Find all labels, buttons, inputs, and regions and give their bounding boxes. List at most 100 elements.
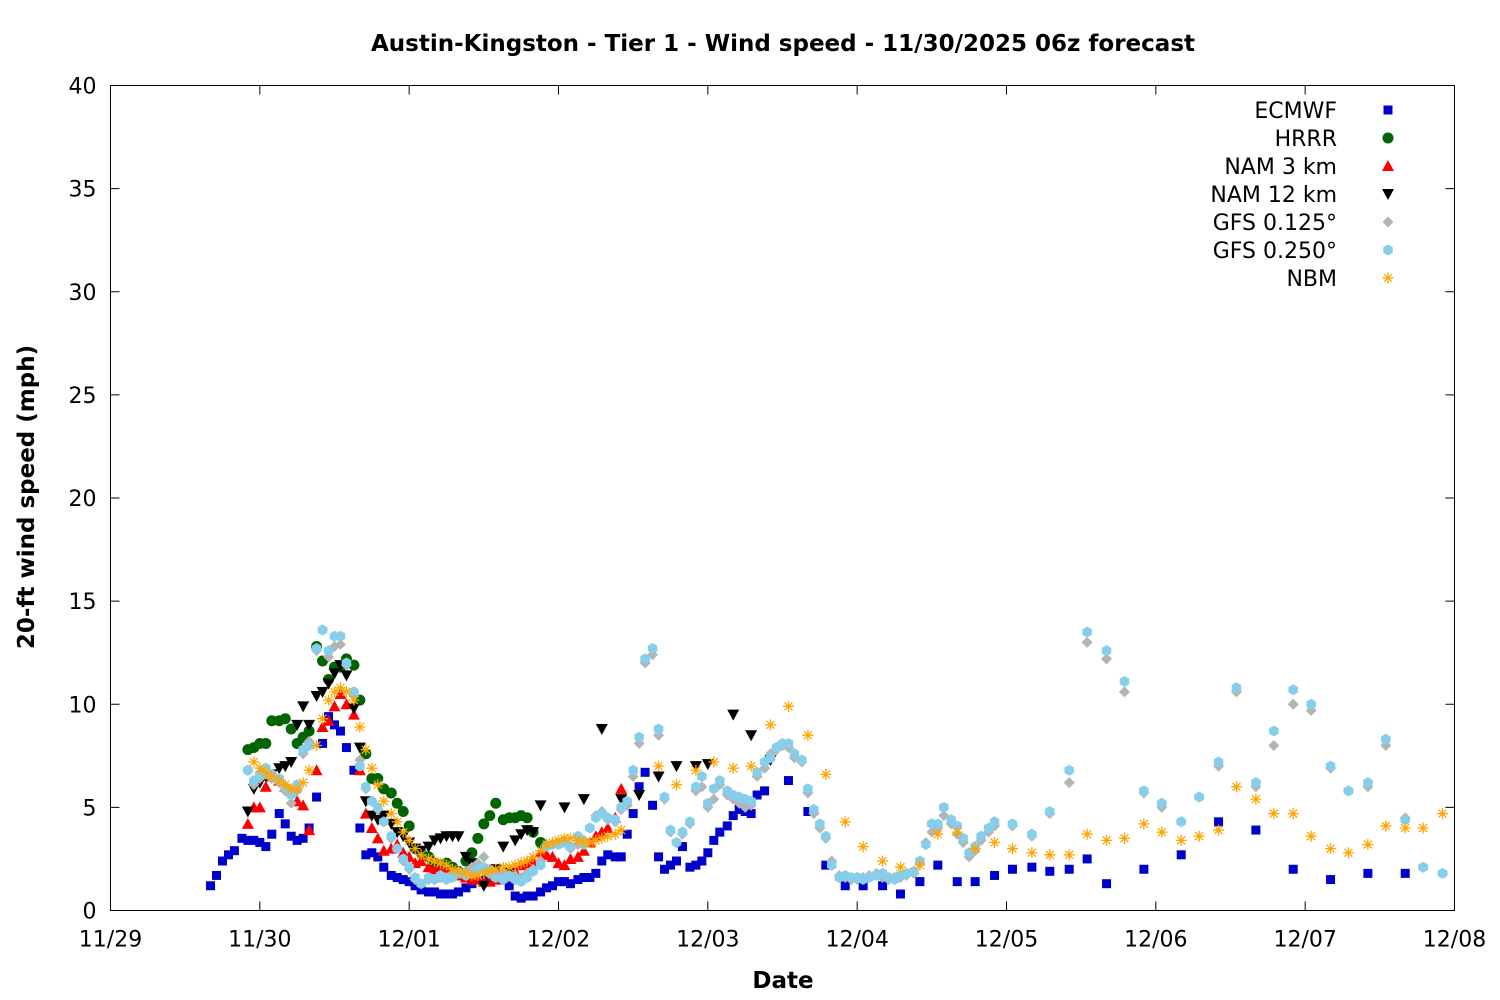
data-point — [746, 795, 756, 807]
data-point — [601, 822, 614, 833]
data-point — [371, 832, 384, 844]
data-point — [323, 645, 334, 657]
data-point — [709, 835, 719, 845]
x-tick-label: 12/07 — [1273, 928, 1336, 953]
data-point — [510, 891, 520, 901]
data-point — [1268, 808, 1280, 820]
data-point — [371, 814, 384, 826]
data-point — [1343, 785, 1354, 797]
data-point — [1363, 868, 1373, 878]
data-point — [404, 861, 414, 873]
data-point — [497, 841, 510, 853]
y-tick-label: 30 — [69, 281, 97, 306]
data-point — [460, 867, 472, 879]
data-point — [728, 811, 738, 821]
data-point — [877, 855, 889, 867]
data-point — [1063, 777, 1075, 789]
data-point — [392, 873, 402, 882]
data-point — [1213, 824, 1225, 836]
data-point — [670, 779, 682, 791]
data-point — [274, 809, 284, 819]
data-point — [452, 865, 464, 877]
legend-label: ECMWF — [1254, 99, 1337, 124]
data-point — [1288, 684, 1298, 696]
data-point — [547, 836, 559, 848]
data-point — [579, 873, 589, 882]
data-point — [340, 686, 352, 698]
data-point — [436, 889, 446, 899]
data-point — [989, 816, 1000, 828]
data-point — [803, 783, 813, 795]
data-point — [521, 855, 533, 867]
data-point — [585, 873, 595, 882]
data-point — [430, 887, 440, 897]
data-point — [261, 842, 271, 852]
data-point — [535, 845, 547, 857]
legend: ECMWF HRRR NAM 3 km NAM 12 km GFS 0.125° GFS … — [1210, 99, 1394, 292]
data-point — [665, 824, 676, 836]
data-point — [976, 830, 986, 842]
data-point — [1064, 764, 1074, 776]
data-point — [1101, 653, 1113, 665]
data-point — [1101, 645, 1112, 657]
data-point — [1251, 777, 1261, 789]
data-point — [503, 861, 515, 873]
data-point — [403, 834, 415, 846]
data-point — [490, 863, 502, 875]
data-point — [542, 883, 552, 893]
data-point — [397, 806, 409, 817]
data-point — [260, 766, 272, 778]
data-point — [318, 738, 328, 748]
legend-marker — [1382, 189, 1394, 200]
data-point — [1288, 864, 1298, 874]
data-point — [666, 860, 675, 870]
data-point — [391, 797, 403, 809]
data-point — [323, 694, 335, 706]
data-point — [527, 851, 539, 863]
data-point — [745, 730, 758, 742]
data-point — [1176, 816, 1186, 828]
data-point — [1081, 636, 1093, 648]
data-point — [615, 824, 627, 836]
data-point — [285, 757, 298, 768]
data-point — [410, 872, 420, 883]
data-point — [361, 781, 371, 793]
data-point — [821, 830, 831, 842]
data-point — [509, 835, 522, 847]
data-point — [1156, 826, 1168, 838]
data-point — [490, 797, 502, 809]
data-point — [734, 804, 744, 814]
data-point — [894, 861, 906, 873]
data-point — [1287, 808, 1299, 820]
data-point — [708, 756, 720, 768]
data-point — [1269, 725, 1279, 737]
data-point — [1101, 834, 1113, 846]
data-point — [1139, 864, 1149, 874]
data-point — [616, 852, 626, 862]
data-point — [697, 856, 707, 866]
data-point — [442, 889, 451, 899]
data-point — [745, 760, 757, 772]
data-point — [722, 821, 732, 831]
x-tick-label: 12/06 — [1124, 928, 1187, 953]
data-point — [478, 867, 490, 879]
data-point — [398, 875, 408, 885]
data-point — [528, 891, 538, 901]
data-point — [553, 834, 564, 846]
data-point — [647, 643, 658, 655]
data-point — [348, 694, 360, 706]
data-point — [648, 800, 658, 810]
data-point — [952, 820, 962, 832]
data-point — [353, 742, 366, 754]
data-point — [243, 764, 253, 776]
data-point — [585, 822, 595, 834]
data-point — [815, 818, 825, 830]
data-point — [404, 877, 414, 887]
data-point — [410, 881, 420, 891]
data-point — [415, 849, 427, 861]
data-point — [1063, 849, 1075, 861]
data-point — [615, 782, 628, 794]
data-point — [360, 744, 372, 756]
data-point — [577, 794, 590, 806]
